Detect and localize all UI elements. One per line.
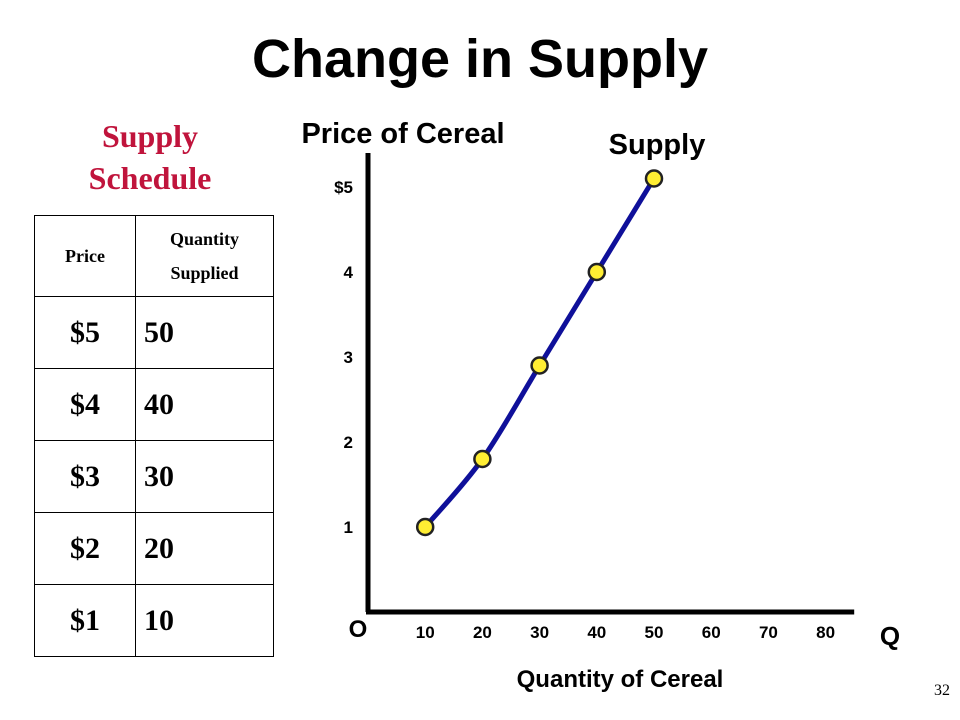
supply-data-point xyxy=(587,262,607,282)
table-row: $1 10 xyxy=(34,584,274,657)
x-tick-label: 60 xyxy=(702,623,721,642)
chart-title: Price of Cereal xyxy=(301,118,504,150)
schedule-title: Supply Schedule xyxy=(50,116,250,199)
quantity-column-header: Quantity Supplied xyxy=(135,215,274,297)
chart-axes xyxy=(365,153,855,615)
x-tick-label: 70 xyxy=(759,623,778,642)
table-row: $2 20 xyxy=(34,512,274,585)
supply-data-point xyxy=(530,356,549,375)
x-axis-title: Quantity of Cereal xyxy=(517,666,724,693)
supply-data-point xyxy=(473,449,492,469)
y-tick-label: 3 xyxy=(344,348,353,367)
quantity-header-line1: Quantity xyxy=(169,228,239,249)
x-tick-label: 30 xyxy=(530,623,549,642)
schedule-title-line1: Supply xyxy=(101,118,199,154)
quantity-cell: 40 xyxy=(135,368,274,441)
y-tick-label: 2 xyxy=(344,433,353,452)
q-axis-end-label: Q xyxy=(880,621,900,651)
price-cell: $3 xyxy=(34,440,136,513)
quantity-cell: 50 xyxy=(135,296,274,369)
slide-title: Change in Supply xyxy=(251,29,709,89)
x-tick-label: 10 xyxy=(416,623,435,642)
x-tick-label: 40 xyxy=(587,623,606,642)
schedule-title-line2: Schedule xyxy=(88,159,212,196)
quantity-cell: 20 xyxy=(135,512,274,585)
supply-data-point xyxy=(415,517,435,537)
x-tick-label: 50 xyxy=(645,623,664,642)
y-tick-label: $5 xyxy=(334,178,353,197)
quantity-cell: 10 xyxy=(135,584,274,657)
table-header-row: Price Quantity Supplied xyxy=(34,215,274,297)
page-number: 32 xyxy=(934,682,950,699)
table-row: $5 50 xyxy=(34,296,274,369)
supply-curve-label: Supply xyxy=(609,129,706,161)
chart-tick-labels: 10 20 30 40 50 60 70 80 1 2 3 4 $5 xyxy=(334,178,835,642)
supply-schedule-table: Price Quantity Supplied $5 50 $4 40 $3 3… xyxy=(34,215,274,657)
price-cell: $5 xyxy=(34,296,136,369)
y-tick-label: 4 xyxy=(344,263,354,282)
supply-curve-line xyxy=(422,176,657,530)
chart-series xyxy=(415,169,664,537)
quantity-header-line2: Supplied xyxy=(170,263,239,283)
price-cell: $1 xyxy=(34,584,136,657)
y-tick-label: 1 xyxy=(344,518,353,537)
supply-data-point xyxy=(644,169,664,188)
table-row: $4 40 xyxy=(34,368,274,441)
price-column-header: Price xyxy=(34,215,136,297)
origin-label: O xyxy=(349,616,368,643)
x-tick-label: 20 xyxy=(473,623,492,642)
x-tick-label: 80 xyxy=(816,623,835,642)
price-cell: $2 xyxy=(34,512,136,585)
